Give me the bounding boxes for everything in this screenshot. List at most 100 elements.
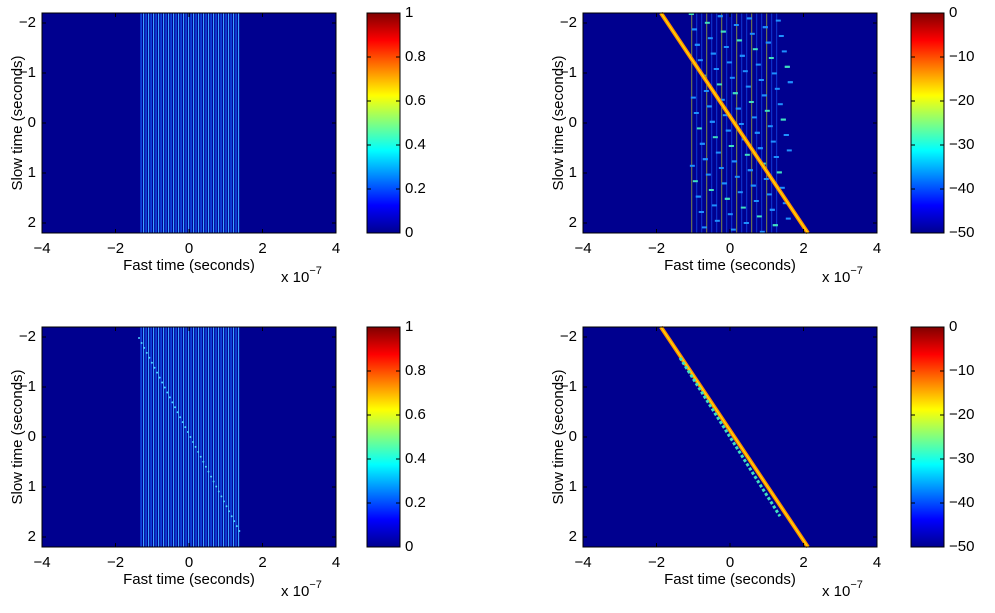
speckle [742,70,748,73]
x-tick-label: −4 [574,240,591,257]
speckle [739,54,745,57]
speckle [235,525,238,528]
x-scale-exponent: −7 [850,579,863,591]
speckle [727,213,733,216]
speckle [220,495,223,498]
x-tick-label: −2 [648,240,665,257]
speckle [158,376,161,379]
y-tick-label: 2 [569,214,577,231]
speckle [694,43,700,46]
speckle [762,26,768,29]
speckle [770,140,776,143]
speckle [150,361,153,364]
speckle [212,480,215,483]
speckle [702,158,708,161]
colorbar-tick-label: −40 [949,494,974,511]
colorbar-tick-label: −30 [949,136,974,153]
speckle [712,136,718,139]
x-scale-label: x 10−7 [822,579,863,600]
dashes [678,356,782,518]
speckle [729,76,735,79]
x-tick-label: 2 [799,240,807,257]
x-tick-label: 2 [258,240,266,257]
y-tick-label: −2 [19,328,36,345]
colorbar-tick-label: 1 [405,4,413,21]
speckle [230,515,233,518]
speckle [784,65,790,68]
speckle [204,465,207,468]
colorbar-tick-label: 0.2 [405,180,426,197]
speckle [783,134,789,136]
speckle [217,490,220,493]
speckle [697,59,703,62]
x-tick-label: −4 [33,240,50,257]
speckle [689,164,695,167]
speckle [735,107,741,110]
speckle [757,147,763,150]
speckle [716,83,722,86]
y-tick-label: 0 [28,428,36,445]
speckle [723,46,729,48]
y-tick-label: 1 [28,164,36,181]
speckle [701,226,707,229]
speckle [718,167,724,169]
speckle [787,81,793,84]
speckle [752,48,758,51]
speckle [176,411,179,414]
speckle [738,123,744,125]
speckle [759,230,765,233]
speckle [238,530,241,533]
speckle [705,173,711,176]
y-axis-label: Slow time (seconds) [550,369,567,504]
speckle [710,52,716,55]
colorbar [366,326,401,548]
x-scale-base: x 10 [281,269,309,286]
speckle [775,19,781,22]
x-tick-label: 0 [185,240,193,257]
speckle [733,24,739,26]
speckle [690,96,696,99]
y-tick-label: −2 [560,328,577,345]
x-tick-label: −2 [648,554,665,571]
y-tick-label: 0 [569,114,577,131]
speckle [767,125,773,128]
speckle [696,127,702,130]
speckle [210,475,213,478]
y-tick-label: −1 [19,378,36,395]
speckle [728,145,734,147]
speckle [746,17,752,20]
speckle [771,72,777,75]
speckle [714,219,720,222]
x-axis-label: Fast time (seconds) [123,571,255,588]
speckle [166,391,169,394]
speckle [720,30,726,33]
x-tick-label: −2 [107,554,124,571]
x-tick-label: −4 [33,554,50,571]
speckle [748,101,754,103]
speckle [699,142,705,145]
speckle [753,200,759,202]
colorbar-tick-label: 0.6 [405,406,426,423]
speckle [761,94,767,97]
colorbar [910,326,945,548]
y-tick-label: 1 [569,164,577,181]
speckle [145,351,148,354]
speckle [186,431,189,434]
y-tick-label: −1 [560,64,577,81]
colorbar-tick-label: 0.4 [405,450,426,467]
y-tick-label: 0 [28,114,36,131]
speckle [782,202,788,205]
speckle [736,39,742,42]
speckle [719,98,725,101]
x-tick-label: −2 [107,240,124,257]
y-tick-label: 2 [28,214,36,231]
speckle [772,224,778,227]
colorbar-tick-label: 1 [405,318,413,335]
colorbar-tick-label: 0 [949,318,957,335]
x-tick-label: 4 [332,240,340,257]
speckle [776,171,782,174]
speckle [181,421,184,424]
speckle [755,63,761,66]
